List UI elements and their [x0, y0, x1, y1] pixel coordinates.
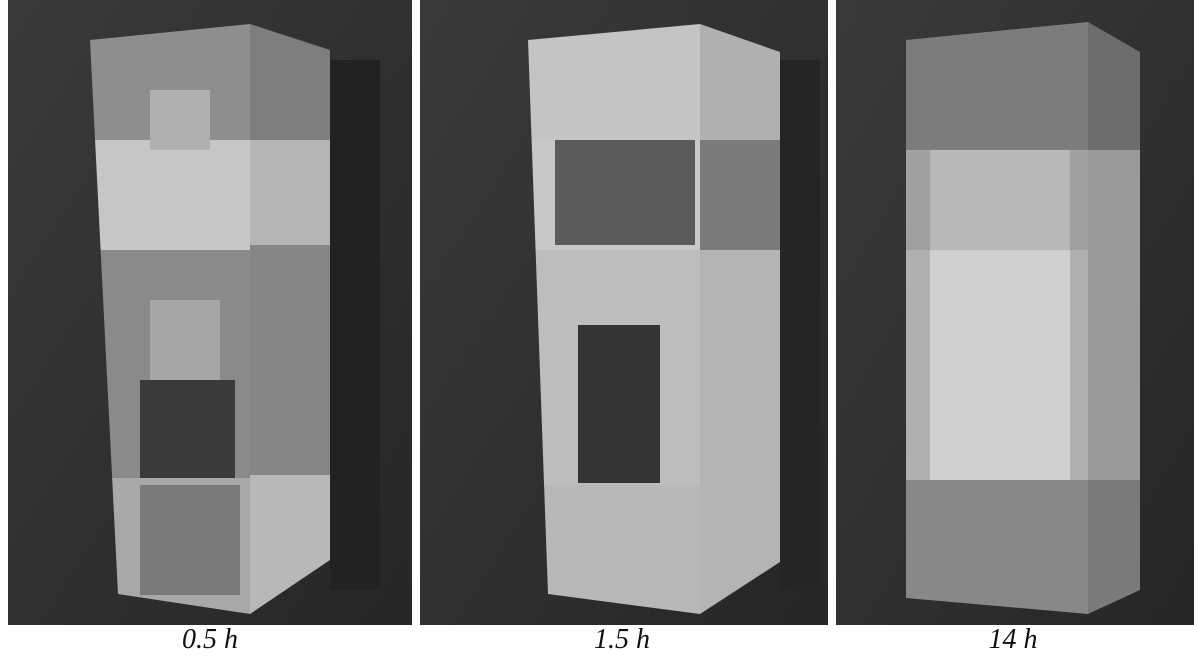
caption: 0.5 h	[182, 624, 238, 655]
box-front	[520, 0, 710, 620]
page: 0.5 h 1.5 h 14 h (() => { const data = J…	[0, 0, 1194, 663]
figure: 0.5 h 1.5 h 14 h	[0, 0, 1194, 663]
panel-3	[836, 0, 1194, 625]
box-front	[900, 0, 1100, 620]
box-side	[250, 0, 340, 625]
box-side	[700, 0, 790, 630]
panel-2	[420, 0, 828, 630]
panel-1	[8, 0, 412, 625]
shadow	[330, 60, 380, 590]
caption: 14 h	[989, 624, 1038, 655]
shadow	[780, 60, 820, 590]
caption: 1.5 h	[594, 624, 650, 655]
box-side	[1088, 0, 1148, 620]
